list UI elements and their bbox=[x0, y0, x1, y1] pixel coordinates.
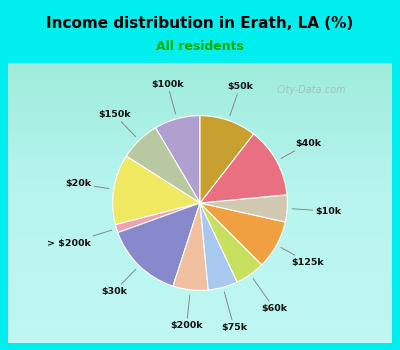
Wedge shape bbox=[118, 203, 200, 286]
Wedge shape bbox=[113, 156, 200, 225]
Text: Income distribution in Erath, LA (%): Income distribution in Erath, LA (%) bbox=[46, 16, 354, 31]
Text: > $200k: > $200k bbox=[48, 230, 112, 248]
Wedge shape bbox=[200, 116, 254, 203]
Wedge shape bbox=[200, 203, 237, 290]
Wedge shape bbox=[200, 203, 262, 282]
Text: $75k: $75k bbox=[221, 292, 247, 332]
Text: $150k: $150k bbox=[98, 110, 136, 136]
Wedge shape bbox=[173, 203, 208, 290]
Wedge shape bbox=[200, 203, 285, 265]
Text: $30k: $30k bbox=[101, 270, 136, 296]
Text: $60k: $60k bbox=[253, 279, 287, 313]
Wedge shape bbox=[200, 195, 287, 222]
Text: $40k: $40k bbox=[281, 139, 321, 159]
Wedge shape bbox=[126, 128, 200, 203]
Text: $125k: $125k bbox=[281, 247, 324, 267]
Wedge shape bbox=[200, 134, 287, 203]
Text: $100k: $100k bbox=[151, 80, 184, 114]
Wedge shape bbox=[115, 203, 200, 233]
Text: $50k: $50k bbox=[227, 82, 253, 116]
Text: $20k: $20k bbox=[65, 179, 109, 189]
Text: All residents: All residents bbox=[156, 40, 244, 53]
Wedge shape bbox=[156, 116, 200, 203]
Text: $10k: $10k bbox=[292, 206, 342, 216]
Text: City-Data.com: City-Data.com bbox=[276, 85, 346, 96]
Text: $200k: $200k bbox=[170, 295, 203, 330]
